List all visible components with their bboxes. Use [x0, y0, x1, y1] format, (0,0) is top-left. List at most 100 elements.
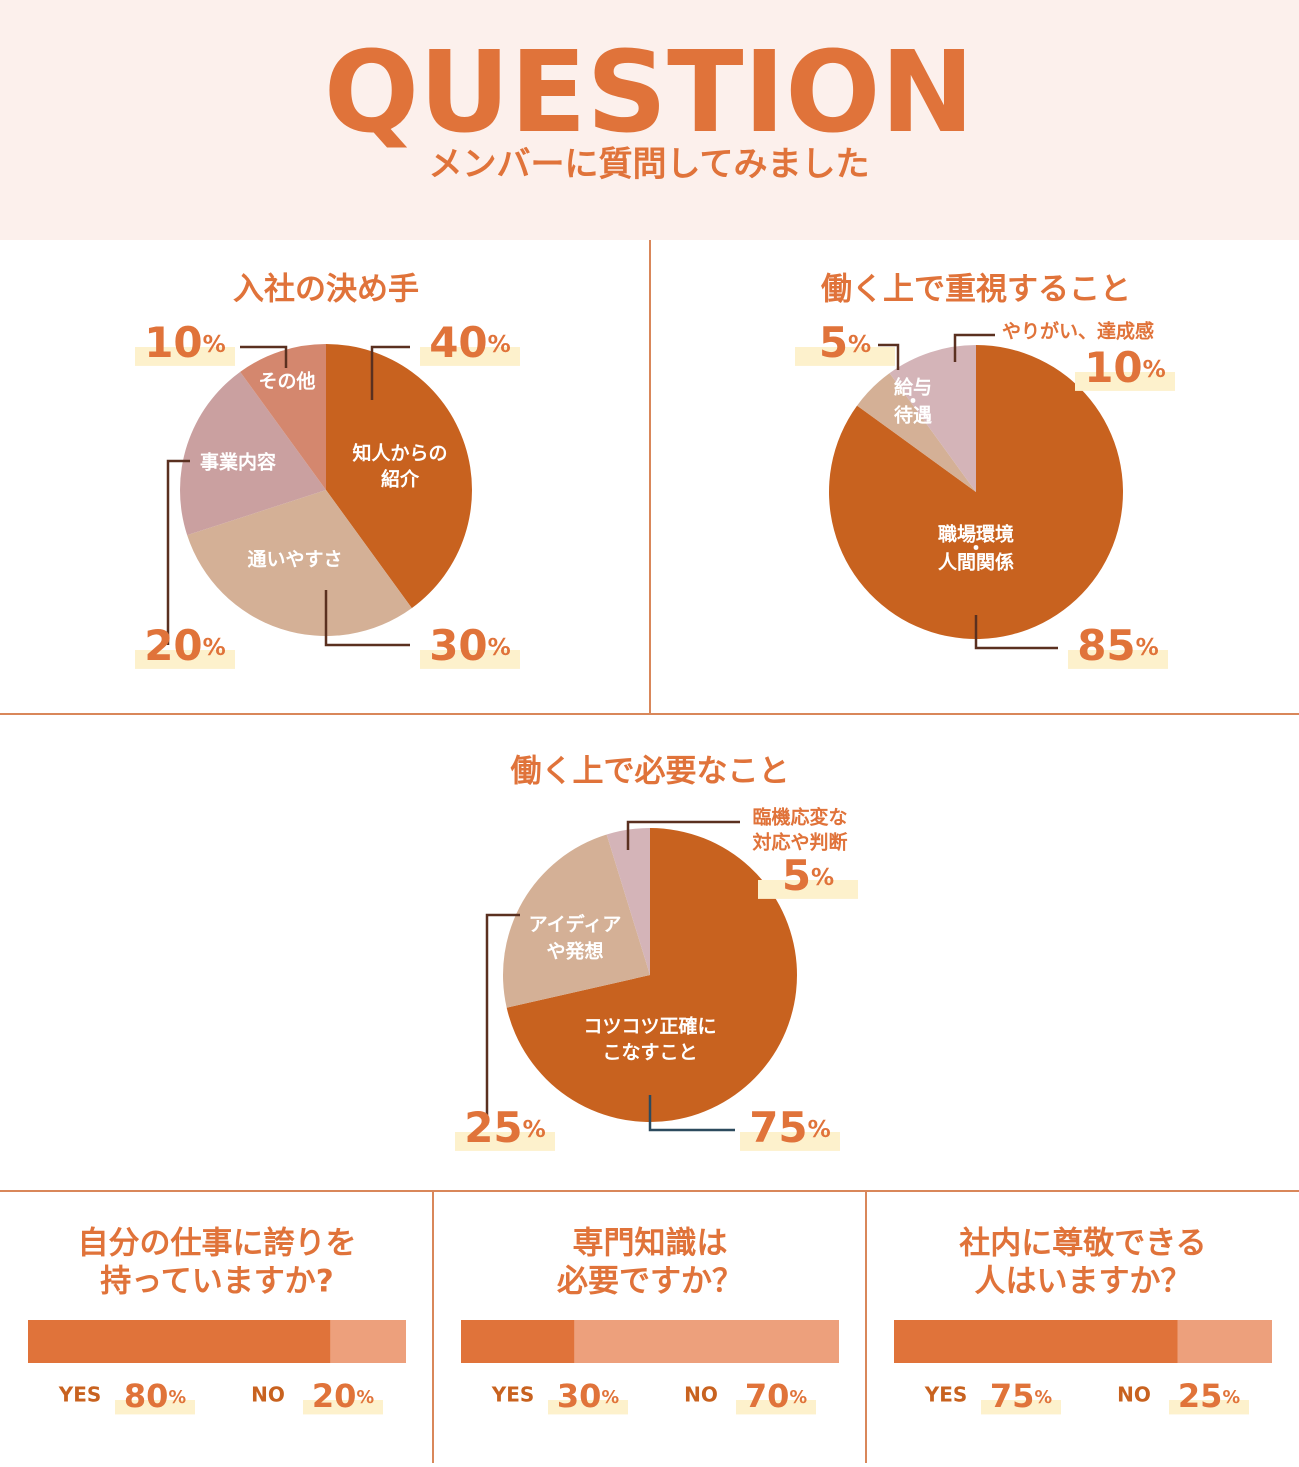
- page-title: QUESTION: [324, 28, 974, 158]
- value-unit: %: [789, 1388, 807, 1408]
- value-highlight: [758, 880, 858, 899]
- chart-title: 必要ですか？: [557, 1264, 743, 1300]
- slice-label: 紹介: [381, 468, 420, 491]
- value-highlight: [303, 1400, 383, 1415]
- pie-slice: [503, 834, 650, 1008]
- value-unit: %: [1143, 357, 1166, 383]
- pie-slice: [240, 344, 326, 490]
- category-label: NO: [684, 1383, 718, 1407]
- chart-title: 働く上で重視すること: [821, 272, 1131, 308]
- value-label: 75%: [749, 1103, 831, 1152]
- leader-line: [974, 615, 1058, 650]
- header-bg: [0, 0, 1299, 240]
- slice-label: 通いやすさ: [247, 549, 342, 571]
- chart-title: 働く上で必要なこと: [511, 754, 790, 790]
- value-label: 75%: [990, 1377, 1053, 1415]
- value-unit: %: [808, 1117, 831, 1143]
- bar-segment: [461, 1320, 575, 1363]
- value-highlight: [981, 1400, 1061, 1415]
- value-highlight: [1075, 372, 1175, 391]
- value-number: 20: [144, 621, 202, 670]
- pie-slice: [857, 373, 976, 492]
- value-number: 70: [745, 1377, 790, 1415]
- pie-slice: [606, 827, 650, 975]
- value-unit: %: [356, 1388, 374, 1408]
- leader-line: [166, 459, 190, 645]
- leader-line: [878, 343, 900, 370]
- value-highlight: [795, 347, 895, 366]
- value-highlight: [1169, 1400, 1249, 1415]
- dividers: [0, 240, 1299, 1463]
- slice-label: その他: [258, 370, 315, 393]
- value-label: 5%: [819, 318, 871, 367]
- value-number: 5: [819, 318, 848, 367]
- value-number: 10: [1084, 343, 1142, 392]
- slice-label: ・: [966, 538, 985, 560]
- value-label: 5%: [782, 851, 834, 900]
- slice-label: こなすこと: [602, 1042, 697, 1064]
- value-label: 70%: [745, 1377, 808, 1415]
- value-label: 40%: [429, 318, 511, 367]
- value-highlight: [135, 650, 235, 669]
- pie-slice: [889, 345, 976, 492]
- category-label: YES: [491, 1383, 535, 1407]
- value-number: 5: [782, 851, 811, 900]
- category-label: NO: [251, 1383, 285, 1407]
- bar-segment: [330, 1320, 406, 1363]
- value-label: 30%: [429, 621, 511, 670]
- slice-label: 知人からの: [352, 442, 447, 465]
- slice-label: 事業内容: [200, 451, 276, 474]
- value-unit: %: [203, 635, 226, 661]
- bar-segment: [1177, 1320, 1272, 1363]
- value-number: 80: [124, 1377, 169, 1415]
- value-unit: %: [523, 1117, 546, 1143]
- value-highlight: [420, 650, 520, 669]
- pie-slice: [829, 345, 1124, 640]
- chart-title: 入社の決め手: [233, 272, 419, 308]
- value-label: 20%: [144, 621, 226, 670]
- chart-title: 人はいますか？: [975, 1264, 1192, 1300]
- value-label: 25%: [1178, 1377, 1241, 1415]
- value-unit: %: [1034, 1388, 1052, 1408]
- slice-label: アイディア: [529, 913, 622, 936]
- value-number: 25: [464, 1103, 522, 1152]
- slice-label: コツコツ正確に: [583, 1015, 716, 1038]
- leader-line: [485, 913, 520, 1125]
- chart-title: 持っていますか?: [100, 1264, 333, 1300]
- slice-label: や発想: [546, 940, 603, 963]
- value-highlight: [455, 1132, 555, 1151]
- value-number: 40: [429, 318, 487, 367]
- value-highlight: [115, 1400, 195, 1415]
- leader-line: [240, 345, 288, 368]
- category-label: YES: [924, 1383, 968, 1407]
- bar-segment: [28, 1320, 331, 1363]
- value-highlight: [736, 1400, 816, 1415]
- pie-slice: [326, 344, 472, 609]
- value-highlight: [548, 1400, 628, 1415]
- value-label: 10%: [1084, 343, 1166, 392]
- value-unit: %: [1222, 1388, 1240, 1408]
- value-unit: %: [203, 332, 226, 358]
- value-label: 85%: [1077, 621, 1159, 670]
- bar-segment: [894, 1320, 1178, 1363]
- value-number: 25: [1178, 1377, 1223, 1415]
- slice-label: 給与: [894, 376, 932, 399]
- value-number: 20: [312, 1377, 357, 1415]
- category-label: NO: [1117, 1383, 1151, 1407]
- slice-label: 待遇: [894, 404, 932, 427]
- value-number: 75: [990, 1377, 1035, 1415]
- value-highlight: [420, 347, 520, 366]
- value-highlight: [740, 1132, 840, 1151]
- value-number: 10: [144, 318, 202, 367]
- category-label: YES: [58, 1383, 102, 1407]
- value-unit: %: [848, 332, 871, 358]
- leader-line: [370, 345, 410, 400]
- leader-line: [953, 333, 995, 362]
- slice-label: ・: [903, 391, 922, 413]
- pie-slice: [187, 490, 412, 636]
- slice-label: 職場環境: [938, 523, 1014, 546]
- page-subtitle: メンバーに質問してみました: [429, 145, 870, 185]
- value-number: 30: [429, 621, 487, 670]
- chart-title: 自分の仕事に誇りを: [78, 1226, 357, 1262]
